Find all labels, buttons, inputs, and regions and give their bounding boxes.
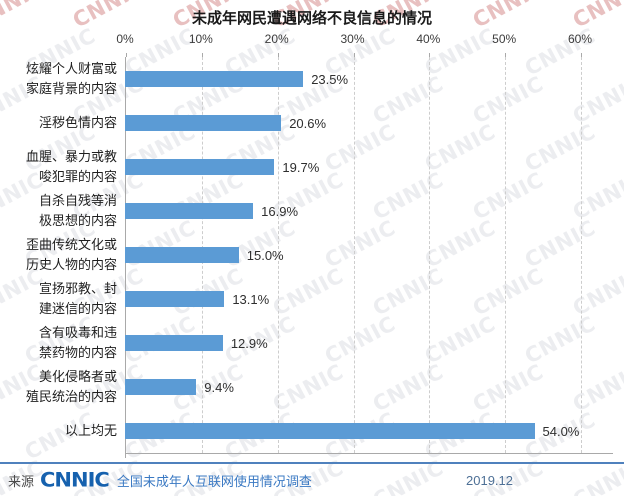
axis-tick — [429, 53, 431, 57]
chart-title: 未成年网民遭遇网络不良信息的情况 — [191, 10, 432, 27]
chart-row: 美化侵略者或 殖民统治的内容 9.4% — [0, 365, 624, 409]
category-label: 自杀自残等消 极思想的内容 — [38, 193, 117, 228]
gridline — [277, 57, 279, 453]
chart-row: 炫耀个人财富或 家庭背景的内容 23.5% — [0, 57, 624, 101]
category-label: 含有吸毒和违 禁药物的内容 — [38, 325, 117, 360]
x-axis-tick-label: 40% — [416, 32, 441, 46]
axis-tick — [126, 53, 127, 57]
category-label: 血腥、暴力或教 唆犯罪的内容 — [25, 149, 117, 184]
bar — [125, 423, 535, 439]
category-label: 淫秽色情内容 — [38, 115, 117, 130]
category-label: 宣扬邪教、封 建迷信的内容 — [38, 281, 117, 316]
bar-track: 16.9% — [125, 189, 624, 233]
bar — [125, 71, 304, 87]
bar-value-label: 9.4% — [204, 379, 234, 395]
bar-track: 20.6% — [125, 101, 624, 145]
bar-track: 23.5% — [125, 57, 624, 101]
category-label: 美化侵略者或 殖民统治的内容 — [25, 369, 117, 404]
bar-value-label: 15.0% — [246, 247, 284, 263]
chart-row: 淫秽色情内容 20.6% — [0, 101, 624, 145]
bar — [125, 203, 254, 219]
bar-rows: 炫耀个人财富或 家庭背景的内容 23.5% 淫秽色情内容 20.6% 血腥、暴力或教 唆… — [0, 57, 624, 453]
bar-track: 15.0% — [125, 233, 624, 277]
bar-track: 12.9% — [125, 321, 624, 365]
bar-value-label: 16.9% — [261, 203, 299, 219]
x-axis-tick-label: 10% — [188, 32, 213, 46]
x-axis-tick-label: 30% — [340, 32, 365, 46]
survey-name: 全国未成年人互联网使用情况调查 — [116, 473, 312, 489]
x-axis-tick-label: 20% — [264, 32, 289, 46]
cnnic-logo: CNNIC — [40, 468, 110, 492]
bar — [125, 247, 239, 263]
category-label: 歪曲传统文化或 历史人物的内容 — [25, 237, 117, 272]
bar — [125, 291, 225, 307]
axis-tick — [505, 53, 507, 57]
bar-track: 13.1% — [125, 277, 624, 321]
gridline — [581, 57, 582, 453]
bar — [125, 115, 282, 131]
axis-tick — [277, 53, 279, 57]
chart-row: 宣扬邪教、封 建迷信的内容 13.1% — [0, 277, 624, 321]
x-axis-labels: 0% 10% 20% 30% 40% 50% 60% — [0, 32, 624, 48]
chart-row: 血腥、暴力或教 唆犯罪的内容 19.7% — [0, 145, 624, 189]
gridline — [353, 57, 355, 453]
bar — [125, 379, 197, 395]
x-axis-tick-label: 50% — [492, 32, 517, 46]
chart-row: 含有吸毒和违 禁药物的内容 12.9% — [0, 321, 624, 365]
axis-tick — [353, 53, 355, 57]
bar-value-label: 20.6% — [289, 115, 327, 131]
bar-track: 54.0% — [125, 409, 624, 453]
gridline — [429, 57, 431, 453]
bar-value-label: 12.9% — [230, 335, 268, 351]
axis-tick — [581, 53, 582, 57]
bar-value-label: 23.5% — [311, 71, 349, 87]
bar — [125, 335, 223, 351]
footer: 来源 CNNIC 全国未成年人互联网使用情况调查 2019.12 — [0, 462, 624, 496]
chart-row: 歪曲传统文化或 历史人物的内容 15.0% — [0, 233, 624, 277]
chart-row: 自杀自残等消 极思想的内容 16.9% — [0, 189, 624, 233]
category-label: 以上均无 — [64, 423, 117, 438]
category-label: 炫耀个人财富或 家庭背景的内容 — [25, 61, 117, 96]
footer-date: 2019.12 — [466, 472, 513, 488]
bar-value-label: 13.1% — [232, 291, 270, 307]
bar-value-label: 54.0% — [542, 423, 580, 439]
axis-corner-tick — [125, 453, 126, 458]
chart-row: 以上均无 54.0% — [0, 409, 624, 453]
x-axis-tick-label: 0% — [116, 32, 134, 46]
bar-value-label: 19.7% — [282, 159, 320, 175]
bar — [125, 159, 275, 175]
gridline — [505, 57, 507, 453]
bar-track: 19.7% — [125, 145, 624, 189]
bar-track: 9.4% — [125, 365, 624, 409]
axis-tick — [201, 53, 203, 57]
source-label: 来源 — [8, 473, 35, 489]
x-axis-tick-label: 60% — [567, 32, 593, 46]
